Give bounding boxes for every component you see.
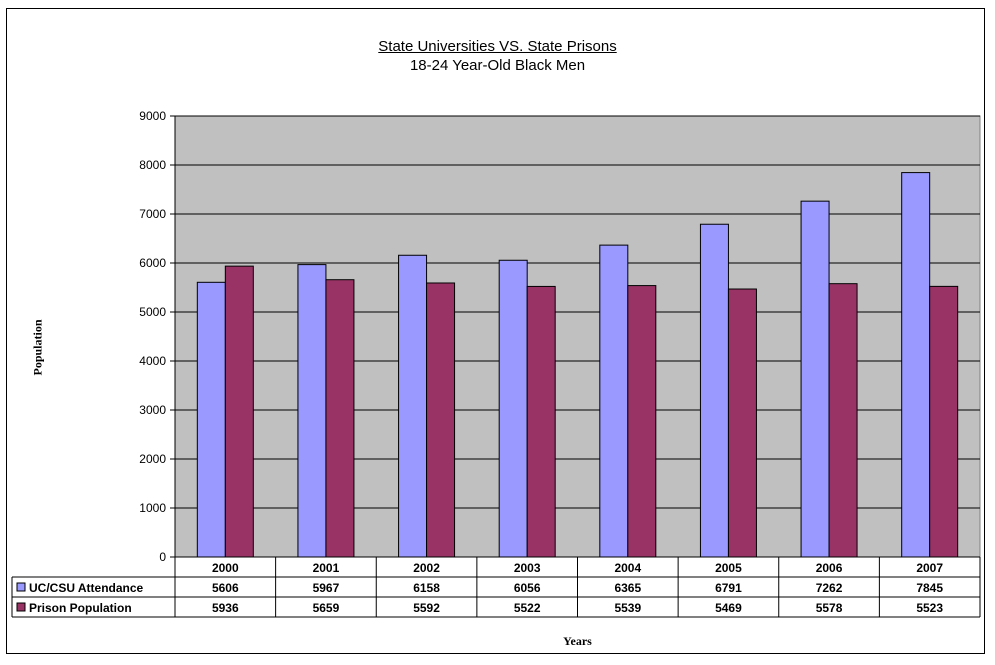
y-tick-label: 2000 [139, 452, 166, 466]
legend-label: Prison Population [29, 601, 132, 615]
data-label: 7845 [916, 581, 943, 595]
y-tick-label: 0 [159, 550, 166, 564]
bar-attendance-2003 [498, 259, 528, 558]
plot-area [174, 115, 981, 558]
bar-attendance-2002 [398, 254, 428, 558]
x-tick-label: 2005 [715, 561, 742, 575]
bar-attendance-2006 [800, 200, 830, 558]
y-tick-label: 6000 [139, 256, 166, 270]
data-label: 5523 [916, 601, 943, 615]
bar-prison-2002 [426, 282, 456, 558]
x-tick-label: 2007 [916, 561, 943, 575]
x-tick-label: 2003 [514, 561, 541, 575]
data-label: 5659 [313, 601, 340, 615]
bar-attendance-2007 [901, 172, 931, 558]
data-label: 5936 [212, 601, 239, 615]
data-label: 5592 [413, 601, 440, 615]
legend-key [16, 582, 26, 592]
data-label: 5606 [212, 581, 239, 595]
x-tick-label: 2002 [413, 561, 440, 575]
data-label: 6056 [514, 581, 541, 595]
x-tick-label: 2001 [313, 561, 340, 575]
y-tick-label: 5000 [139, 305, 166, 319]
bar-prison-2001 [325, 279, 355, 558]
bar-prison-2007 [929, 285, 959, 558]
data-label: 6158 [413, 581, 440, 595]
bar-prison-2005 [727, 288, 757, 558]
y-tick-label: 1000 [139, 501, 166, 515]
bar-attendance-2004 [599, 244, 629, 558]
bar-attendance-2001 [297, 264, 327, 558]
data-label: 5522 [514, 601, 541, 615]
bar-prison-2004 [627, 285, 657, 558]
bar-prison-2000 [224, 265, 254, 558]
x-tick-label: 2000 [212, 561, 239, 575]
bar-attendance-2005 [699, 223, 729, 558]
data-label: 5967 [313, 581, 340, 595]
y-tick-label: 9000 [139, 109, 166, 123]
x-tick-label: 2004 [614, 561, 641, 575]
bar-prison-2003 [526, 285, 556, 558]
data-label: 5578 [816, 601, 843, 615]
chart-subtitle: 18-24 Year-Old Black Men [409, 57, 586, 74]
data-label: 6791 [715, 581, 742, 595]
x-axis-label: Years [563, 634, 592, 648]
data-label: 5469 [715, 601, 742, 615]
y-tick-label: 8000 [139, 158, 166, 172]
data-label: 7262 [816, 581, 843, 595]
y-tick-label: 3000 [139, 403, 166, 417]
bar-prison-2006 [828, 283, 858, 558]
legend-label: UC/CSU Attendance [29, 581, 144, 595]
data-label: 5539 [614, 601, 641, 615]
legend-key [16, 602, 26, 612]
chart-title: State Universities VS. State Prisons [378, 38, 617, 55]
data-label: 6365 [614, 581, 641, 595]
y-tick-label: 7000 [139, 207, 166, 221]
x-tick-label: 2006 [816, 561, 843, 575]
bar-attendance-2000 [196, 281, 226, 558]
y-tick-label: 4000 [139, 354, 166, 368]
